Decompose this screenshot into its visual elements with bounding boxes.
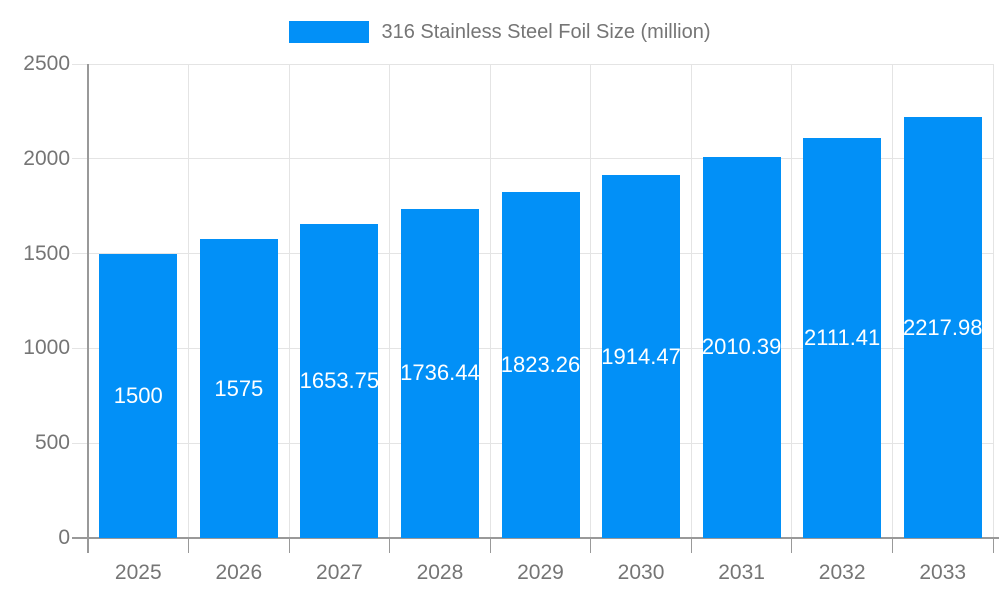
bar-value-label: 2111.41: [804, 324, 881, 350]
x-axis-category-label: 2031: [718, 561, 765, 584]
x-axis-tick: [690, 538, 692, 553]
x-axis-tick: [288, 538, 290, 553]
x-axis-category-label: 2033: [919, 561, 967, 584]
bar-2028: 1736.44: [400, 208, 479, 538]
y-axis-tick-label: 2000: [23, 146, 70, 170]
x-axis-category-label: 2029: [517, 561, 564, 584]
y-axis-tick-label: 1000: [23, 336, 70, 360]
legend[interactable]: 316 Stainless Steel Foil Size (million): [0, 21, 1000, 43]
bar-value-label: 2010.39: [702, 334, 781, 360]
y-axis-line: [87, 64, 89, 553]
x-axis-tick: [489, 538, 491, 553]
legend-swatch: [289, 21, 370, 43]
x-axis-tick: [590, 538, 592, 553]
x-gridline: [288, 64, 290, 538]
bar-2033: 2217.98: [903, 117, 982, 538]
y-axis-tick-label: 500: [34, 431, 70, 455]
x-axis-category-label: 2025: [114, 561, 162, 584]
x-axis-tick: [992, 538, 994, 553]
bar-value-label: 1653.75: [300, 368, 379, 394]
x-gridline: [690, 64, 692, 538]
x-axis-tick: [188, 538, 190, 553]
y-gridline: [72, 63, 993, 65]
x-axis-tick: [891, 538, 893, 553]
x-axis-category-label: 2027: [316, 561, 363, 584]
x-axis-category-label: 2026: [215, 561, 263, 584]
bar-value-label: 1736.44: [400, 360, 479, 386]
x-axis-category-label: 2028: [416, 561, 464, 584]
x-gridline: [791, 64, 793, 538]
bar-value-label: 2217.98: [903, 314, 982, 340]
y-axis-tick-label: 0: [58, 526, 70, 549]
x-gridline: [891, 64, 893, 538]
bar-2026: 1575: [199, 239, 278, 538]
x-axis-category-label: 2030: [617, 561, 665, 584]
bar-2027: 1653.75: [300, 224, 379, 538]
bar-value-label: 1823.26: [501, 352, 580, 378]
bar-2029: 1823.26: [501, 192, 580, 538]
bar-2031: 2010.39: [702, 156, 781, 538]
bar-2032: 2111.41: [803, 137, 882, 538]
bar-value-label: 1575: [214, 375, 264, 401]
x-axis-tick: [87, 538, 89, 553]
bar-value-label: 1500: [113, 382, 163, 408]
bar-2025: 1500: [99, 253, 178, 538]
y-axis-tick-label: 1500: [23, 241, 70, 265]
legend-label: 316 Stainless Steel Foil Size (million): [381, 21, 711, 43]
x-axis-category-label: 2032: [818, 561, 866, 584]
x-gridline: [590, 64, 592, 538]
x-gridline: [188, 64, 190, 538]
y-axis-tick-label: 2500: [23, 52, 70, 75]
x-axis-tick: [389, 538, 391, 553]
x-axis-tick: [791, 538, 793, 553]
x-gridline: [389, 64, 391, 538]
bar-2030: 1914.47: [602, 175, 681, 538]
x-gridline: [489, 64, 491, 538]
bar-value-label: 1914.47: [602, 343, 681, 369]
x-gridline: [992, 64, 994, 538]
